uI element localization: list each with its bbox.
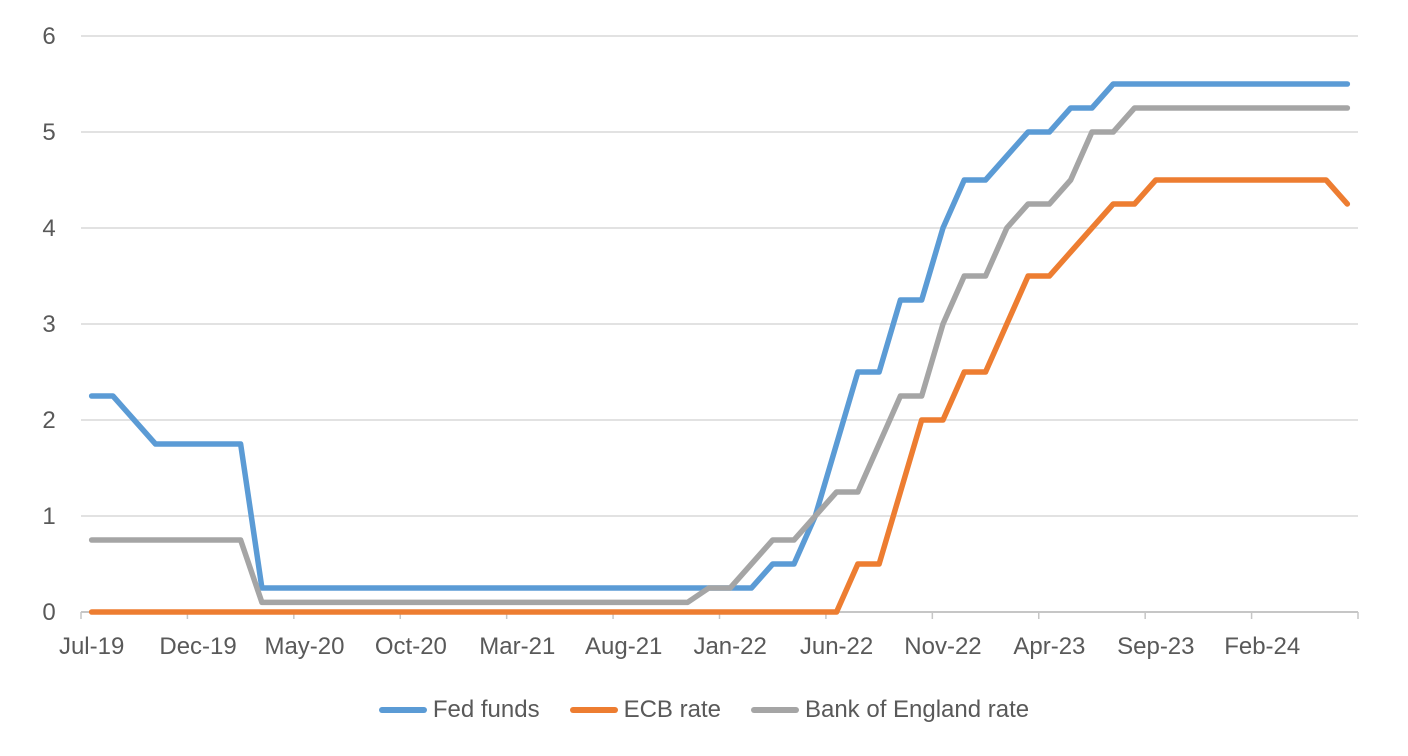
- y-tick-label: 1: [42, 503, 55, 530]
- ecb-rate-line: [88, 177, 1351, 615]
- y-tick-label: 5: [42, 119, 55, 146]
- x-tick-label: Mar-21: [479, 633, 555, 660]
- legend-item-fed-funds: Fed funds: [378, 696, 540, 723]
- y-tick-label: 6: [42, 23, 55, 50]
- x-tick-label: Apr-23: [1013, 633, 1085, 660]
- x-tick-label: Jul-19: [59, 633, 124, 660]
- rates-line-plot: 0 1 2 3 4 5 6 Jul-19 Dec-19 May-20 Oct-20 Mar-21 Aug…: [42, 23, 1359, 660]
- chart-legend: Fed funds ECB rate Bank of England rate: [0, 698, 1408, 722]
- y-tick-label: 2: [42, 407, 55, 434]
- x-tick-label: Dec-19: [159, 633, 236, 660]
- y-tick-label: 0: [42, 599, 55, 626]
- x-tick-label: Sep-23: [1117, 633, 1194, 660]
- legend-label-fed-funds: Fed funds: [432, 696, 540, 723]
- legend-label-ecb-rate: ECB rate: [623, 696, 721, 723]
- x-tick-label: Feb-24: [1224, 633, 1300, 660]
- boe-rate-line-swatch: [750, 707, 799, 713]
- x-tick-label: Oct-20: [375, 633, 447, 660]
- legend-item-boe-rate: Bank of England rate: [750, 696, 1030, 723]
- x-tick-label: Nov-22: [904, 633, 981, 660]
- x-tick-label: Jan-22: [693, 633, 766, 660]
- x-tick-label: Jun-22: [800, 633, 873, 660]
- y-tick-label: 4: [42, 215, 55, 242]
- x-tick-label: Aug-21: [585, 633, 662, 660]
- fed-funds-line-swatch: [378, 707, 427, 713]
- legend-item-ecb-rate: ECB rate: [569, 696, 721, 723]
- ecb-rate-line-swatch: [569, 707, 618, 713]
- legend-label-boe-rate: Bank of England rate: [804, 696, 1030, 723]
- y-tick-label: 3: [42, 311, 55, 338]
- fed-funds-line: [88, 81, 1351, 591]
- bank-of-england-rate-line: [88, 105, 1351, 606]
- x-tick-label: May-20: [264, 633, 344, 660]
